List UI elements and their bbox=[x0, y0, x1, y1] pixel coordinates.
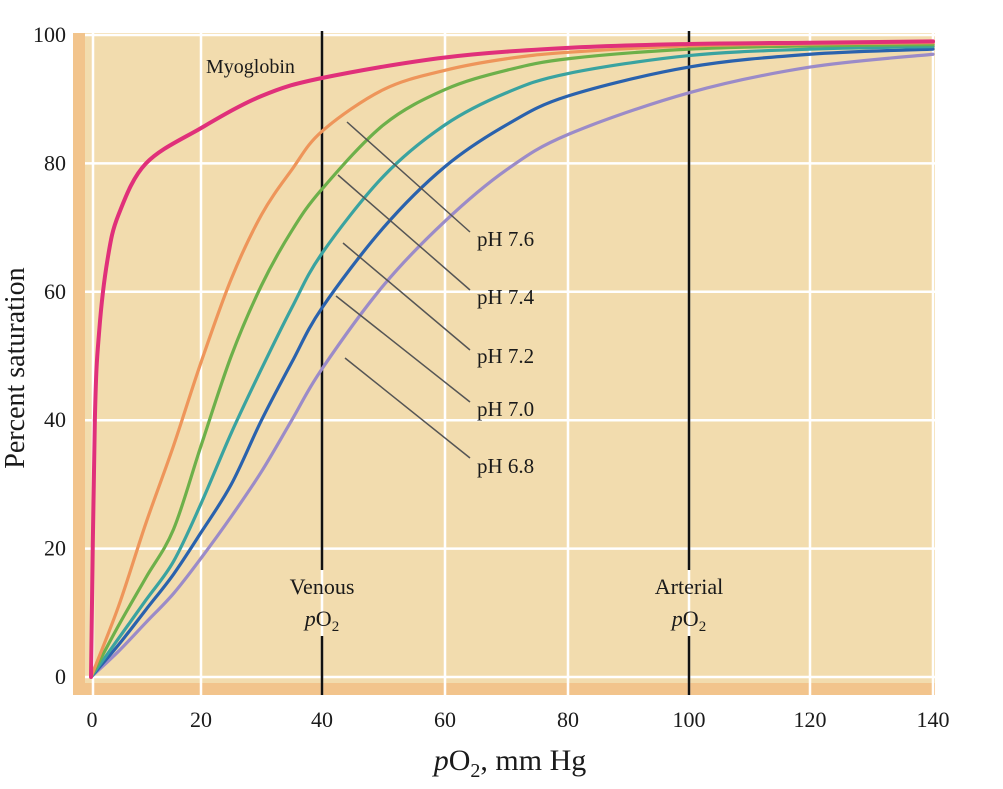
venous-label: Venous bbox=[290, 574, 355, 599]
x-tick-label: 120 bbox=[794, 707, 827, 732]
y-tick-label: 100 bbox=[33, 22, 66, 47]
ph-6-8-leader-line bbox=[344, 357, 471, 459]
myoglobin-curve bbox=[89, 39, 935, 679]
y-tick-label: 80 bbox=[44, 150, 66, 175]
ph-7-2-leader-line bbox=[342, 242, 471, 351]
x-tick-label: 80 bbox=[557, 707, 579, 732]
arterial-label: Arterial bbox=[655, 574, 723, 599]
x-tick-label: 20 bbox=[190, 707, 212, 732]
y-axis-title: Percent saturation bbox=[0, 267, 31, 468]
arterial-po2-label: pO2 bbox=[670, 606, 706, 635]
x-tick-label: 100 bbox=[673, 707, 706, 732]
x-tick-label: 0 bbox=[87, 707, 98, 732]
ph-6-8-label: pH 6.8 bbox=[477, 454, 534, 478]
ph-7-4-label: pH 7.4 bbox=[477, 285, 535, 309]
ph-7-0-curve bbox=[89, 47, 935, 679]
x-tick-label: 40 bbox=[311, 707, 333, 732]
ph-7-0-label: pH 7.0 bbox=[477, 397, 534, 421]
y-tick-label: 60 bbox=[44, 279, 66, 304]
ph-7-4-curve bbox=[89, 43, 935, 679]
left-axis-band bbox=[73, 33, 85, 695]
x-tick-label: 140 bbox=[917, 707, 950, 732]
y-tick-label: 40 bbox=[44, 407, 66, 432]
myoglobin-label: Myoglobin bbox=[206, 56, 295, 78]
ph-7-4-leader-line bbox=[337, 174, 471, 291]
venous-po2-label: pO2 bbox=[303, 606, 339, 635]
bottom-axis-band bbox=[73, 683, 935, 695]
ph-6-8-curve bbox=[89, 52, 935, 679]
ph-7-2-curve bbox=[89, 44, 935, 679]
x-tick-label: 60 bbox=[434, 707, 456, 732]
ph-7-6-label: pH 7.6 bbox=[477, 227, 534, 251]
y-tick-label: 0 bbox=[55, 664, 66, 689]
plot-background bbox=[73, 33, 935, 695]
ph-7-0-leader-line bbox=[335, 295, 471, 403]
ph-7-2-label: pH 7.2 bbox=[477, 344, 534, 368]
x-axis-title: pO2, mm Hg bbox=[432, 744, 587, 782]
y-tick-label: 20 bbox=[44, 536, 66, 561]
ph-7-6-leader-line bbox=[346, 121, 471, 233]
